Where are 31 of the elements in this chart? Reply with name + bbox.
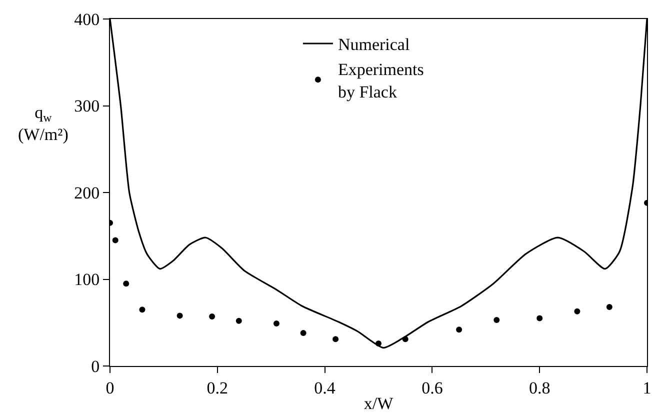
x-tick-label: 0.8 (528, 378, 550, 398)
point (574, 308, 580, 314)
x-tick-label: 0.6 (422, 378, 443, 398)
y-tick-label: 0 (91, 356, 100, 376)
point (300, 330, 306, 336)
y-tick-label: 200 (74, 183, 100, 202)
y-tick-label: 100 (74, 270, 100, 290)
point (236, 318, 242, 324)
point (273, 320, 280, 326)
point (494, 317, 500, 324)
point (606, 304, 612, 310)
point (112, 237, 118, 244)
point (376, 340, 382, 346)
legend-label: Experiments by Flack (338, 60, 424, 102)
point (139, 306, 146, 313)
point (402, 336, 408, 342)
point (536, 315, 543, 322)
point (456, 326, 462, 333)
y-tick-label: 400 (74, 10, 100, 29)
x-tick-label: 0.4 (314, 378, 336, 398)
x-tick-label: 1 (642, 378, 652, 398)
x-tick-label: 0 (106, 378, 114, 398)
legend-label: Numerical (338, 35, 410, 54)
point (123, 280, 130, 287)
point (332, 336, 339, 342)
y-axis-title: q$_{w}$ (W/m²) (18, 103, 68, 144)
point (176, 312, 183, 319)
y-tick-label: 300 (74, 96, 100, 116)
point (209, 314, 216, 320)
x-tick-label: 0.2 (206, 378, 228, 398)
x-axis-title: x/W (364, 394, 394, 413)
